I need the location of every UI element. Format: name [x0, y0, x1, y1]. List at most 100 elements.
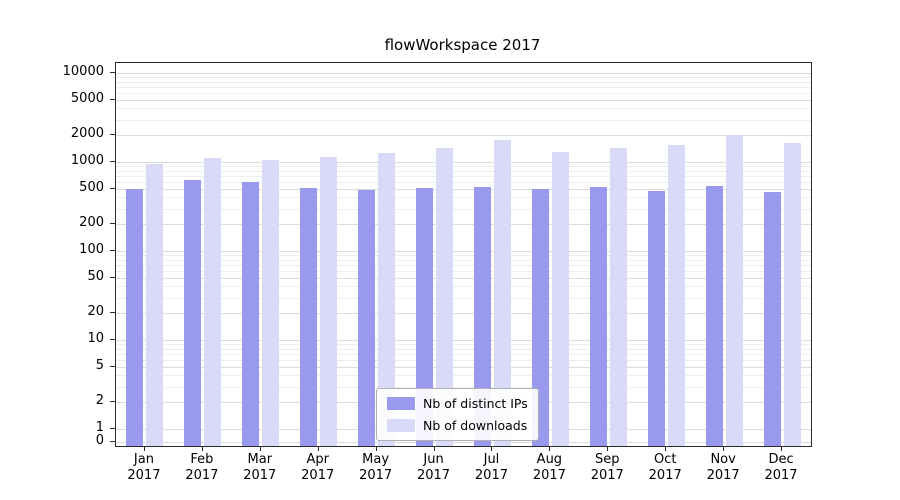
x-tick-month: Sep: [595, 452, 620, 467]
plot-area: Nb of distinct IPs Nb of downloads: [115, 62, 812, 447]
y-tick-label: 2: [95, 393, 104, 409]
x-tick-year: 2017: [416, 468, 451, 483]
bar-aug-distinct-ips: [531, 188, 549, 446]
x-tick-mark: [549, 446, 551, 451]
bar-sep-distinct-ips: [589, 187, 607, 446]
y-tick-label: 10: [87, 331, 104, 346]
x-tick-year: 2017: [532, 468, 566, 483]
bar-mar-distinct-ips: [242, 182, 260, 446]
x-tick-mark: [259, 446, 261, 451]
x-tick-label-jan: Jan 2017: [115, 452, 173, 484]
x-tick-year: 2017: [185, 468, 219, 483]
bar-jan-downloads: [146, 163, 164, 446]
x-tick-year: 2017: [301, 468, 335, 483]
x-tick-mark: [665, 446, 667, 451]
y-tick-label: 1000: [70, 153, 104, 168]
x-tick-label-jun: Jun 2017: [405, 452, 463, 484]
x-tick-label-dec: Dec 2017: [752, 452, 810, 484]
y-tick-mark: [110, 276, 116, 278]
bar-jun-distinct-ips: [416, 188, 434, 446]
y-tick-mark: [110, 428, 116, 429]
y-tick-mark: [110, 441, 116, 442]
y-tick-label: 2000: [70, 126, 104, 142]
x-tick-year: 2017: [590, 468, 624, 483]
x-tick-label-oct: Oct 2017: [636, 452, 694, 484]
y-tick-mark: [110, 312, 116, 314]
legend-swatch-downloads-icon: [387, 419, 415, 432]
y-tick-mark: [110, 134, 116, 136]
gridline-minor: [116, 77, 811, 79]
bar-oct-downloads: [667, 145, 685, 446]
x-tick-year: 2017: [127, 468, 161, 483]
bar-jul-downloads: [493, 140, 511, 446]
x-tick-month: Oct: [653, 452, 677, 467]
gridline-minor: [116, 108, 811, 110]
x-tick-month: May: [362, 452, 390, 467]
y-tick-label: 5000: [70, 90, 104, 106]
y-tick-mark: [110, 339, 116, 340]
x-tick-label-nov: Nov 2017: [694, 452, 752, 484]
y-tick-label: 5: [95, 357, 104, 373]
gridline-major: [116, 99, 811, 101]
y-tick-mark: [110, 187, 116, 189]
bar-dec-distinct-ips: [763, 192, 781, 446]
x-tick-month: Nov: [710, 452, 736, 467]
x-tick-month: Mar: [247, 452, 273, 467]
y-tick-mark: [110, 223, 116, 225]
bar-sep-downloads: [609, 147, 627, 446]
y-tick-label: 500: [79, 179, 104, 195]
x-tick-year: 2017: [474, 468, 508, 483]
y-tick-label: 10000: [62, 64, 104, 79]
x-tick-label-sep: Sep 2017: [578, 452, 636, 484]
legend-label-distinct-ips: Nb of distinct IPs: [423, 396, 528, 411]
legend-swatch-distinct-ips-icon: [387, 397, 415, 410]
gridline-minor: [116, 92, 811, 94]
bar-may-distinct-ips: [358, 190, 376, 446]
x-tick-mark: [723, 446, 725, 451]
y-tick-label: 20: [87, 304, 104, 320]
legend-item-distinct-ips: Nb of distinct IPs: [387, 396, 528, 411]
bar-feb-distinct-ips: [184, 180, 202, 446]
legend-item-downloads: Nb of downloads: [387, 418, 528, 433]
bar-dec-downloads: [783, 142, 801, 446]
x-tick-mark: [781, 446, 783, 451]
gridline-minor: [116, 86, 811, 88]
y-tick-label: 1: [95, 420, 104, 435]
y-tick-label: 100: [79, 242, 104, 257]
x-tick-month: Jan: [133, 452, 154, 467]
bar-jan-distinct-ips: [126, 188, 144, 446]
bar-nov-downloads: [725, 135, 743, 446]
x-tick-year: 2017: [359, 468, 393, 483]
bar-oct-distinct-ips: [647, 191, 665, 446]
bar-nov-distinct-ips: [705, 185, 723, 446]
gridline-major: [116, 135, 811, 137]
bar-may-downloads: [378, 153, 396, 446]
x-tick-month: Dec: [768, 452, 794, 467]
gridline-minor: [116, 119, 811, 121]
x-tick-label-aug: Aug 2017: [520, 452, 578, 484]
chart-title: flowWorkspace 2017: [384, 36, 541, 54]
y-tick-mark: [110, 72, 116, 73]
bar-jul-distinct-ips: [473, 186, 491, 446]
gridline-major: [116, 73, 811, 74]
x-tick-year: 2017: [764, 468, 798, 483]
legend: Nb of distinct IPs Nb of downloads: [376, 388, 539, 441]
x-tick-month: Jul: [483, 452, 500, 467]
legend-label-downloads: Nb of downloads: [423, 418, 528, 433]
y-tick-mark: [110, 365, 116, 367]
x-tick-month: Feb: [190, 452, 214, 467]
x-tick-year: 2017: [648, 468, 682, 483]
y-tick-label: 200: [79, 215, 104, 231]
y-tick-mark: [110, 401, 116, 403]
x-tick-mark: [201, 446, 203, 451]
y-tick-label: 50: [87, 268, 104, 284]
x-tick-mark: [491, 446, 493, 451]
x-tick-label-jul: Jul 2017: [462, 452, 520, 484]
y-tick-mark: [110, 250, 116, 251]
y-tick-mark: [110, 161, 116, 162]
x-tick-month: Apr: [306, 452, 329, 467]
x-tick-mark: [433, 446, 435, 451]
bar-feb-downloads: [204, 158, 222, 446]
x-tick-mark: [375, 446, 377, 451]
